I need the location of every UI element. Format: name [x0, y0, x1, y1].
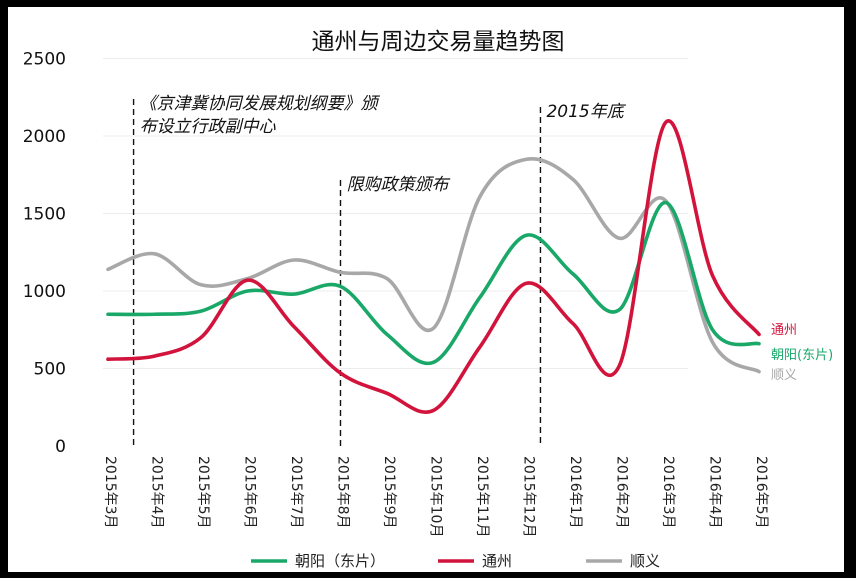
y-tick-label: 1000 [23, 282, 66, 302]
x-tick-label: 2016年4月 [707, 456, 723, 529]
chart-title: 通州与周边交易量趋势图 [312, 29, 565, 55]
series-end-label: 顺义 [771, 368, 797, 383]
y-tick-label: 2000 [23, 127, 66, 147]
series-end-label: 通州 [771, 323, 797, 338]
x-tick-label: 2016年1月 [567, 456, 583, 529]
annotation-text-line2: 布设立行政副中心 [140, 117, 277, 137]
series-end-label: 朝阳(东片) [771, 348, 833, 363]
x-tick-label: 2016年3月 [660, 456, 676, 529]
x-tick-label: 2015年10月 [428, 456, 444, 537]
x-tick-label: 2015年12月 [521, 456, 537, 537]
y-tick-label: 2500 [23, 50, 66, 70]
y-tick-label: 500 [34, 360, 66, 380]
x-tick-label: 2016年2月 [614, 456, 630, 529]
series-line-0 [108, 203, 759, 364]
annotation-text: 《京津冀协同发展规划纲要》颁 [140, 94, 381, 114]
chart-card: 0 500 1000 1500 2000 2500 2015年3月 2015年4月 2015年… [8, 7, 844, 572]
x-tick-label: 2015年7月 [288, 456, 304, 529]
x-tick-label: 2015年5月 [195, 456, 211, 529]
annotation-text: 2015年底 [546, 102, 626, 122]
x-tick-label: 2015年6月 [242, 456, 258, 529]
legend-label: 顺义 [630, 552, 660, 570]
x-tick-label: 2015年3月 [102, 456, 118, 529]
x-tick-label: 2015年11月 [474, 456, 490, 537]
annotation-text: 限购政策颁布 [347, 175, 451, 195]
x-tick-label: 2015年4月 [149, 456, 165, 529]
legend-label: 通州 [482, 552, 512, 570]
y-tick-label: 0 [55, 437, 66, 457]
line-chart: 0 500 1000 1500 2000 2500 2015年3月 2015年4月 2015年… [8, 7, 844, 572]
legend-label: 朝阳（东片） [295, 552, 385, 570]
x-tick-label: 2015年9月 [381, 456, 397, 529]
x-tick-label: 2015年8月 [335, 456, 351, 529]
x-tick-label: 2016年5月 [753, 456, 769, 529]
y-tick-label: 1500 [23, 205, 66, 225]
